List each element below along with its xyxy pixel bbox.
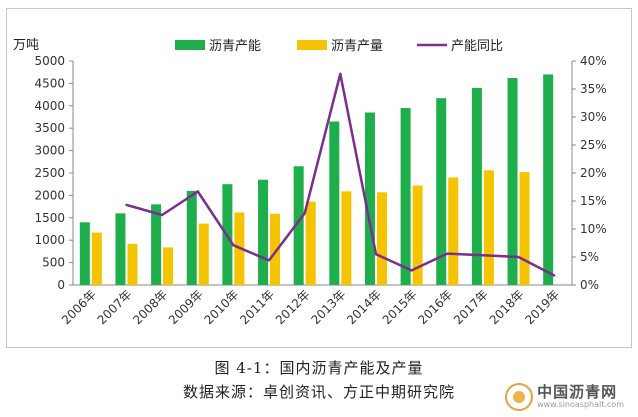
right-tick-label: 25% [580,138,607,152]
output-bar [305,201,316,285]
legend: 沥青产能 沥青产量 产能同比 [175,39,503,54]
x-tick-label: 2013年 [308,287,348,327]
output-bar [412,185,423,285]
legend-label: 沥青产量 [331,39,383,54]
axes: 0 500 1000 1500 2000 2500 3000 3500 4000 4500 5000… [34,54,606,292]
yoy-point [196,190,199,193]
yoy-point [410,269,413,272]
left-tick-label: 1000 [34,233,65,247]
yoy-point [481,254,485,257]
left-tick-label: 2000 [34,188,65,202]
x-tick-label: 2006年 [59,287,99,327]
x-axis-labels: 2006年2007年2008年2009年2010年2011年2012年2013年… [59,287,562,327]
capacity-bar [293,166,304,285]
output-bar [270,213,281,285]
capacity-bar [186,190,197,285]
output-bar [483,170,494,285]
right-tick-label: 15% [580,194,607,208]
capacity-bar [258,179,269,285]
legend-label: 沥青产能 [209,39,261,54]
yoy-point [374,253,378,256]
yoy-point [446,252,449,255]
chart-svg: 万吨 沥青产能 沥青产量 产能同比 0 500 1000 1500 2000 2500 3000… [13,38,607,327]
left-tick-label: 2500 [34,166,65,180]
capacity-bar [115,213,126,285]
left-tick-label: 4500 [34,76,65,90]
left-tick-label: 5000 [34,54,65,68]
caption-source: 数据来源：卓创资讯、方正中期研究院 [182,383,455,401]
x-tick-label: 2011年 [237,287,277,327]
output-bar [91,232,102,285]
legend-label: 产能同比 [451,39,503,54]
x-tick-label: 2009年 [166,287,206,327]
right-tick-label: 35% [580,82,607,96]
right-tick-label: 30% [580,110,607,124]
x-tick-label: 2017年 [451,287,491,327]
right-tick-label: 0% [580,278,599,292]
left-tick-label: 3500 [34,121,65,135]
output-bar [127,243,138,285]
x-tick-label: 2010年 [202,287,242,327]
right-tick-label: 10% [580,222,607,236]
output-bar [163,247,174,285]
left-tick-label: 1500 [34,211,65,225]
chart-frame: 万吨 沥青产能 沥青产量 产能同比 0 500 1000 1500 2000 2500 3000… [6,8,632,348]
capacity-bar [507,78,518,285]
right-tick-label: 5% [580,250,599,264]
x-tick-label: 2018年 [487,287,527,327]
legend-swatch [297,40,327,50]
left-tick-label: 500 [42,256,65,270]
output-bar [341,191,352,285]
legend-swatch [175,40,205,50]
output-bar [198,223,209,285]
caption: 图 4-1：国内沥青产能及产量 数据来源：卓创资讯、方正中期研究院 [0,356,638,404]
x-tick-label: 2016年 [415,287,455,327]
yoy-point [552,274,556,277]
right-tick-label: 20% [580,166,607,180]
left-tick-label: 4000 [34,99,65,113]
yoy-point [160,213,164,217]
logo-icon [505,383,534,411]
yoy-point [125,203,128,207]
logo-name: 中国沥青网 [537,382,618,401]
capacity-bar [364,112,375,286]
left-tick-label: 0 [57,278,65,292]
caption-title: 图 4-1：国内沥青产能及产量 [214,359,424,377]
output-bar [519,172,530,285]
x-tick-label: 2019年 [522,287,562,327]
left-tick-label: 3000 [34,144,65,158]
output-bar [448,177,459,285]
watermark-logo: 中国沥青网 www.sinoasphalt.com [505,383,624,411]
capacity-bar [329,121,340,285]
yoy-point [517,255,520,259]
capacity-bar [79,222,90,285]
x-tick-label: 2015年 [380,287,420,327]
logo-url: www.sinoasphalt.com [537,399,624,409]
x-tick-label: 2012年 [273,287,313,327]
capacity-bar [543,74,554,285]
yoy-point [339,72,342,76]
yoy-line [125,72,556,277]
yoy-point [303,212,306,215]
bars [79,74,554,286]
capacity-bar [400,108,411,285]
right-tick-label: 40% [580,54,607,68]
output-bar [376,192,387,285]
yoy-point [232,244,235,247]
x-tick-label: 2014年 [344,287,384,327]
x-tick-label: 2008年 [130,287,170,327]
left-axis-unit: 万吨 [13,38,39,53]
capacity-bar [471,87,482,285]
yoy-point [267,259,271,262]
x-tick-label: 2007年 [95,287,135,327]
capacity-bar [151,204,162,285]
capacity-bar [436,98,447,286]
